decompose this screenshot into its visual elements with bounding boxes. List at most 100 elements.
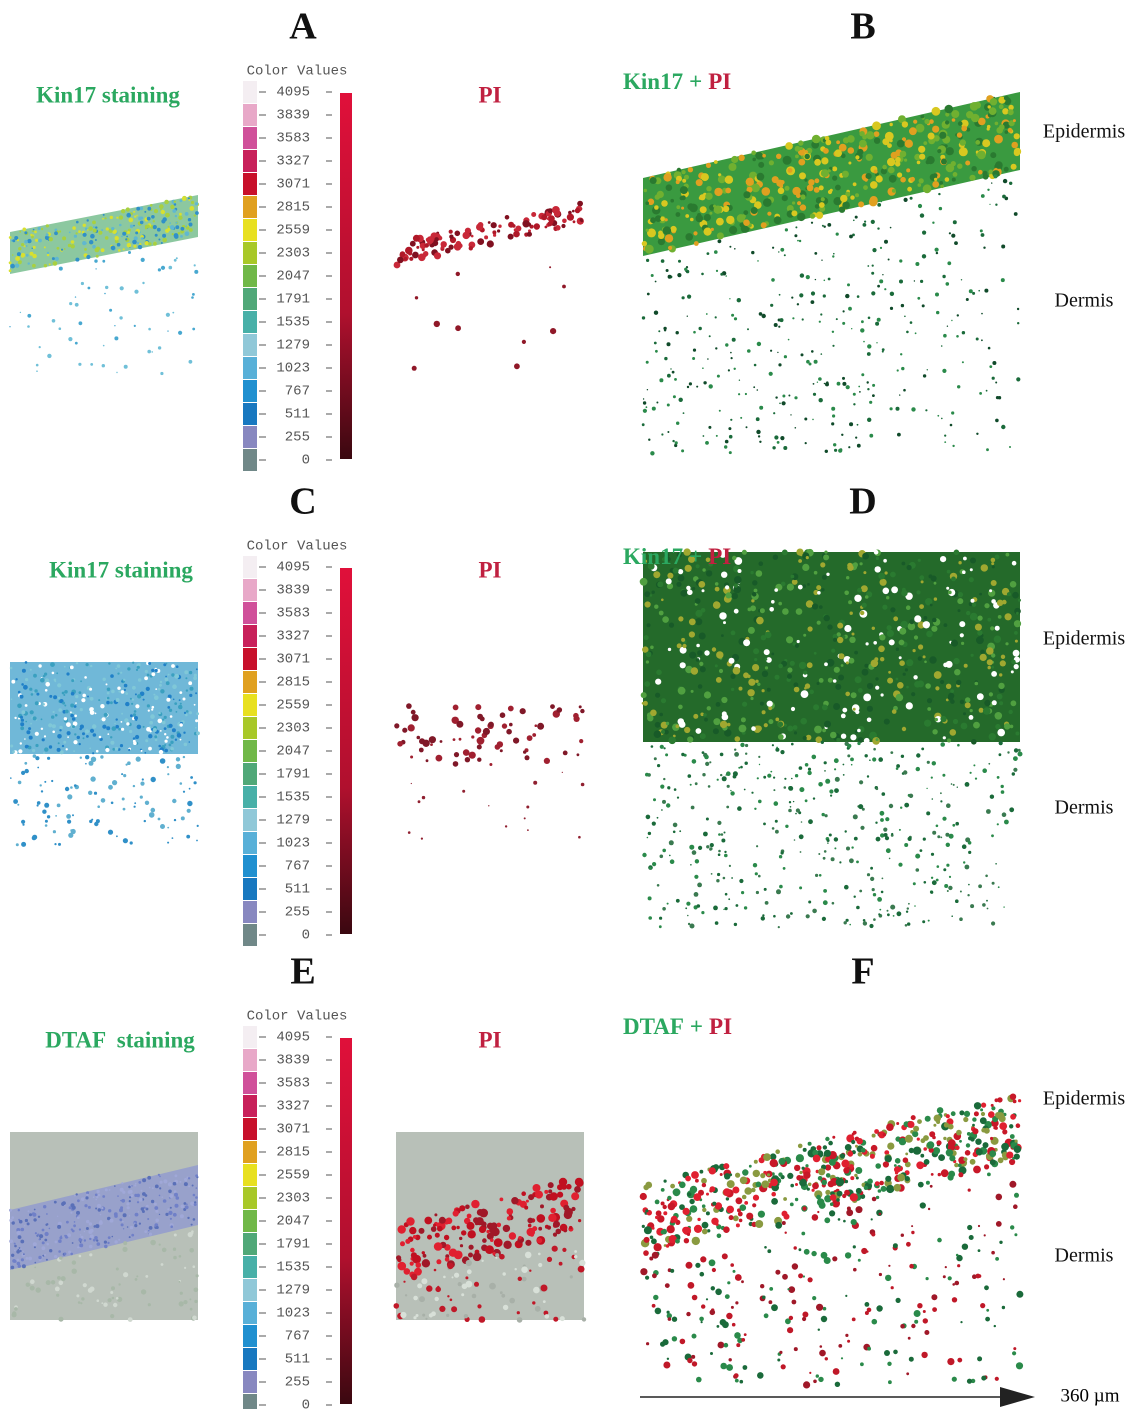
signal-dot [111, 227, 115, 231]
signal-dot [165, 675, 168, 678]
signal-dot [72, 226, 76, 230]
signal-dot [994, 121, 999, 126]
signal-dot [891, 709, 897, 714]
signal-dot [155, 1209, 159, 1213]
signal-dot [11, 1253, 15, 1258]
sparse-dot [751, 250, 755, 255]
signal-dot [126, 1226, 129, 1228]
signal-dot [854, 676, 862, 684]
signal-dot [995, 161, 1003, 169]
sparse-dot [471, 1293, 477, 1299]
sparse-dot [955, 899, 959, 903]
sparse-dot [80, 281, 84, 286]
signal-dot [666, 583, 674, 590]
signal-dot [1018, 1099, 1022, 1103]
signal-dot [947, 738, 951, 743]
signal-dot [137, 678, 142, 682]
signal-dot [667, 572, 674, 579]
signal-dot [961, 125, 968, 132]
signal-dot [957, 121, 963, 126]
signal-dot [954, 669, 961, 676]
sparse-dot [400, 1311, 407, 1319]
signal-dot [129, 697, 132, 700]
signal-dot [195, 726, 197, 729]
signal-dot [1008, 120, 1015, 127]
sparse-dot [981, 339, 983, 342]
signal-dot [932, 181, 940, 188]
sparse-dot [36, 804, 39, 807]
sparse-dot [664, 356, 668, 361]
signal-dot [975, 140, 981, 145]
signal-dot [695, 564, 700, 569]
sparse-dot [102, 259, 106, 263]
sparse-dot [934, 247, 939, 252]
signal-dot [128, 1236, 131, 1239]
sparse-dot [900, 806, 903, 809]
sparse-dot [807, 1277, 813, 1283]
sparse-dot [842, 763, 845, 766]
signal-dot [8, 261, 12, 265]
sparse-dot [763, 775, 767, 779]
signal-dot [186, 1203, 188, 1206]
signal-dot [998, 104, 1004, 110]
signal-dot [82, 693, 86, 698]
signal-dot [866, 682, 874, 690]
sparse-dot [687, 914, 689, 917]
signal-dot [94, 239, 97, 241]
sparse-dot [790, 414, 792, 416]
signal-dot [14, 1244, 17, 1248]
signal-dot [658, 232, 665, 239]
signal-dot [689, 651, 697, 659]
signal-dot [851, 632, 855, 636]
signal-dot [880, 168, 888, 175]
signal-dot [140, 1189, 143, 1192]
signal-dot [471, 735, 475, 739]
signal-dot [16, 1258, 20, 1262]
sparse-dot [827, 277, 831, 281]
signal-dot [490, 1238, 494, 1242]
sparse-dot [653, 757, 657, 761]
signal-dot [840, 194, 848, 203]
signal-dot [120, 1223, 124, 1227]
sparse-dot [93, 791, 98, 795]
sparse-dot [115, 1297, 119, 1300]
signal-dot [855, 1176, 859, 1180]
sparse-dot [698, 326, 702, 331]
signal-dot [88, 1222, 93, 1226]
sparse-dot [866, 775, 870, 778]
sparse-dot [724, 892, 728, 896]
signal-dot [982, 170, 988, 176]
signal-dot [918, 644, 924, 650]
signal-dot [923, 141, 928, 146]
signal-dot [986, 659, 993, 666]
signal-dot [938, 1154, 945, 1161]
signal-dot [997, 615, 1002, 619]
sparse-dot [866, 381, 869, 384]
signal-dot [167, 1182, 173, 1187]
sparse-dot [189, 1248, 194, 1253]
sparse-dot [671, 1336, 678, 1342]
sparse-dot [1013, 767, 1018, 772]
sparse-dot [782, 394, 786, 398]
signal-dot [747, 626, 755, 634]
signal-dot [10, 239, 13, 242]
signal-dot [791, 210, 798, 217]
signal-dot [448, 229, 453, 234]
signal-dot [821, 704, 828, 711]
signal-dot [875, 556, 880, 561]
signal-dot [643, 1236, 650, 1243]
signal-dot [980, 649, 985, 655]
signal-dot [781, 549, 788, 556]
sparse-dot [685, 1261, 693, 1269]
sparse-dot [148, 812, 155, 818]
signal-dot [795, 1183, 798, 1186]
signal-dot [193, 1203, 197, 1206]
signal-dot [917, 1119, 922, 1124]
signal-dot [661, 729, 665, 734]
signal-dot [784, 185, 790, 191]
signal-dot [52, 261, 58, 266]
signal-dot [67, 736, 69, 738]
signal-dot [1002, 108, 1009, 115]
signal-dot [66, 1220, 69, 1224]
sparse-dot [180, 816, 185, 821]
